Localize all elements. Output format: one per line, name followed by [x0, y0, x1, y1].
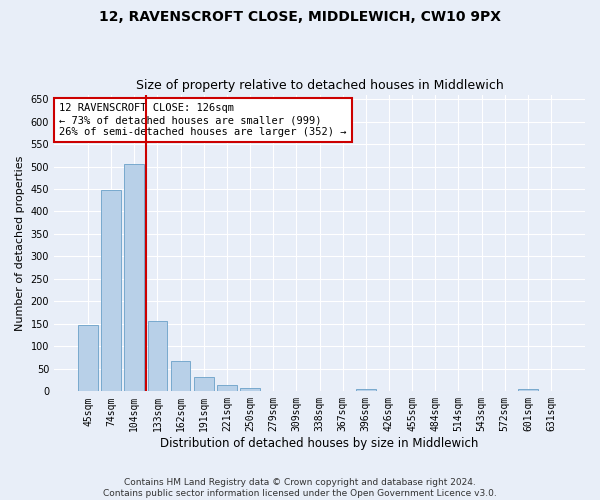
Bar [171, 361, 190, 392]
Bar [240, 388, 260, 392]
Bar [217, 386, 237, 392]
Bar [148, 320, 167, 392]
Text: Contains HM Land Registry data © Crown copyright and database right 2024.
Contai: Contains HM Land Registry data © Crown c… [103, 478, 497, 498]
Text: 12 RAVENSCROFT CLOSE: 126sqm
← 73% of detached houses are smaller (999)
26% of s: 12 RAVENSCROFT CLOSE: 126sqm ← 73% of de… [59, 104, 347, 136]
Bar [518, 389, 538, 392]
Bar [194, 377, 214, 392]
Bar [101, 190, 121, 392]
Y-axis label: Number of detached properties: Number of detached properties [15, 156, 25, 330]
Bar [78, 325, 98, 392]
Title: Size of property relative to detached houses in Middlewich: Size of property relative to detached ho… [136, 79, 503, 92]
Bar [124, 164, 144, 392]
Bar [356, 388, 376, 392]
Text: 12, RAVENSCROFT CLOSE, MIDDLEWICH, CW10 9PX: 12, RAVENSCROFT CLOSE, MIDDLEWICH, CW10 … [99, 10, 501, 24]
X-axis label: Distribution of detached houses by size in Middlewich: Distribution of detached houses by size … [160, 437, 479, 450]
